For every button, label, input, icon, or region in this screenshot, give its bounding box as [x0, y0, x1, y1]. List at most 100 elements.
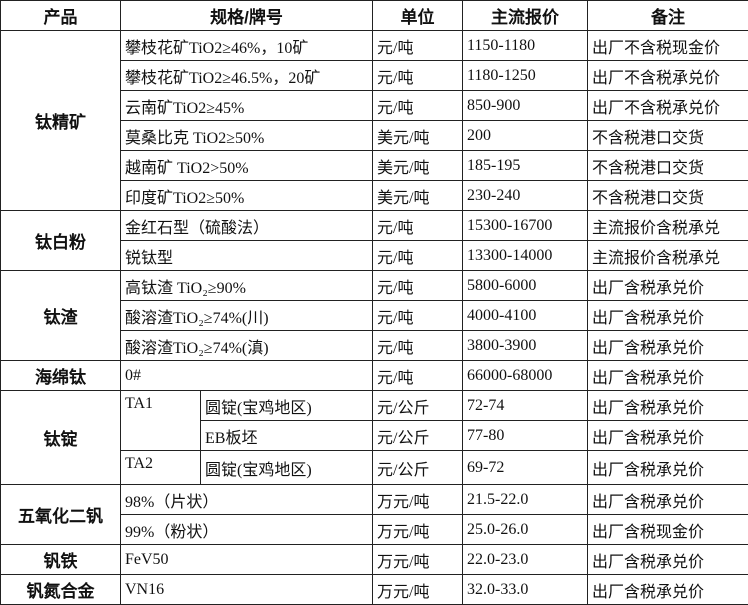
price-cell: 32.0-33.0 — [463, 575, 588, 605]
price-cell: 69-72 — [463, 451, 588, 485]
header-row: 产品 规格/牌号 单位 主流报价 备注 — [1, 1, 748, 31]
header-price: 主流报价 — [463, 1, 588, 31]
product-cell: 海绵钛 — [1, 361, 121, 391]
note-cell: 出厂含税承兑价 — [588, 485, 748, 515]
unit-cell: 美元/吨 — [373, 121, 463, 151]
unit-cell: 万元/吨 — [373, 545, 463, 575]
note-cell: 出厂含税承兑价 — [588, 575, 748, 605]
product-cell: 钛白粉 — [1, 211, 121, 271]
spec-cell: 酸溶渣TiO₂≥74%(滇) — [121, 331, 373, 361]
spec-cell: FeV50 — [121, 545, 373, 575]
price-cell: 66000-68000 — [463, 361, 588, 391]
note-cell: 不含税港口交货 — [588, 151, 748, 181]
note-cell: 出厂含税承兑价 — [588, 421, 748, 451]
unit-cell: 元/吨 — [373, 241, 463, 271]
price-cell: 25.0-26.0 — [463, 515, 588, 545]
spec-cell: 金红石型（硫酸法） — [121, 211, 373, 241]
product-cell: 钛渣 — [1, 271, 121, 361]
price-cell: 185-195 — [463, 151, 588, 181]
spec-cell: 0# — [121, 361, 373, 391]
grade-cell: 圆锭(宝鸡地区) — [201, 451, 373, 485]
price-cell: 22.0-23.0 — [463, 545, 588, 575]
grade-cell: 圆锭(宝鸡地区) — [201, 391, 373, 421]
unit-cell: 元/公斤 — [373, 451, 463, 485]
spec-cell: 酸溶渣TiO₂≥74%(川) — [121, 301, 373, 331]
header-spec: 规格/牌号 — [121, 1, 373, 31]
price-cell: 15300-16700 — [463, 211, 588, 241]
price-cell: 850-900 — [463, 91, 588, 121]
price-cell: 1180-1250 — [463, 61, 588, 91]
spec-cell: 高钛渣 TiO₂≥90% — [121, 271, 373, 301]
note-cell: 出厂含税承兑价 — [588, 271, 748, 301]
note-cell: 出厂不含税现金价 — [588, 31, 748, 61]
spec-cell: 攀枝花矿TiO2≥46%，10矿 — [121, 31, 373, 61]
unit-cell: 元/吨 — [373, 211, 463, 241]
note-cell: 出厂含税承兑价 — [588, 361, 748, 391]
spec-cell: 攀枝花矿TiO2≥46.5%，20矿 — [121, 61, 373, 91]
spec-cell: 印度矿TiO2≥50% — [121, 181, 373, 211]
spec-cell: 98%（片状） — [121, 485, 373, 515]
grade-cell: EB板坯 — [201, 421, 373, 451]
note-cell: 出厂含税承兑价 — [588, 331, 748, 361]
header-unit: 单位 — [373, 1, 463, 31]
price-cell: 4000-4100 — [463, 301, 588, 331]
unit-cell: 美元/吨 — [373, 151, 463, 181]
note-cell: 主流报价含税承兑 — [588, 211, 748, 241]
unit-cell: 元/吨 — [373, 361, 463, 391]
unit-cell: 元/吨 — [373, 271, 463, 301]
note-cell: 出厂含税承兑价 — [588, 391, 748, 421]
product-cell: 钛锭 — [1, 391, 121, 485]
unit-cell: 万元/吨 — [373, 515, 463, 545]
price-cell: 77-80 — [463, 421, 588, 451]
note-cell: 主流报价含税承兑 — [588, 241, 748, 271]
unit-cell: 元/吨 — [373, 331, 463, 361]
note-cell: 出厂不含税承兑价 — [588, 91, 748, 121]
product-cell: 钒铁 — [1, 545, 121, 575]
unit-cell: 万元/吨 — [373, 575, 463, 605]
price-cell: 5800-6000 — [463, 271, 588, 301]
note-cell: 出厂不含税承兑价 — [588, 61, 748, 91]
note-cell: 出厂含税承兑价 — [588, 545, 748, 575]
spec-cell: 云南矿TiO2≥45% — [121, 91, 373, 121]
note-cell: 不含税港口交货 — [588, 121, 748, 151]
price-cell: 1150-1180 — [463, 31, 588, 61]
spec-cell: 锐钛型 — [121, 241, 373, 271]
product-cell: 钛精矿 — [1, 31, 121, 211]
product-cell: 五氧化二钒 — [1, 485, 121, 545]
header-product: 产品 — [1, 1, 121, 31]
price-cell: 21.5-22.0 — [463, 485, 588, 515]
price-cell: 230-240 — [463, 181, 588, 211]
product-cell: 钒氮合金 — [1, 575, 121, 605]
note-cell: 不含税港口交货 — [588, 181, 748, 211]
spec-cell: TA1 — [121, 391, 201, 451]
unit-cell: 元/公斤 — [373, 421, 463, 451]
unit-cell: 万元/吨 — [373, 485, 463, 515]
price-cell: 200 — [463, 121, 588, 151]
unit-cell: 元/公斤 — [373, 391, 463, 421]
spec-cell: 莫桑比克 TiO2≥50% — [121, 121, 373, 151]
price-cell: 72-74 — [463, 391, 588, 421]
unit-cell: 美元/吨 — [373, 181, 463, 211]
unit-cell: 元/吨 — [373, 31, 463, 61]
spec-cell: VN16 — [121, 575, 373, 605]
note-cell: 出厂含税承兑价 — [588, 451, 748, 485]
spec-cell: TA2 — [121, 451, 201, 485]
note-cell: 出厂含税现金价 — [588, 515, 748, 545]
spec-cell: 越南矿 TiO2>50% — [121, 151, 373, 181]
unit-cell: 元/吨 — [373, 61, 463, 91]
header-note: 备注 — [588, 1, 748, 31]
price-cell: 3800-3900 — [463, 331, 588, 361]
note-cell: 出厂含税承兑价 — [588, 301, 748, 331]
unit-cell: 元/吨 — [373, 91, 463, 121]
spec-cell: 99%（粉状） — [121, 515, 373, 545]
